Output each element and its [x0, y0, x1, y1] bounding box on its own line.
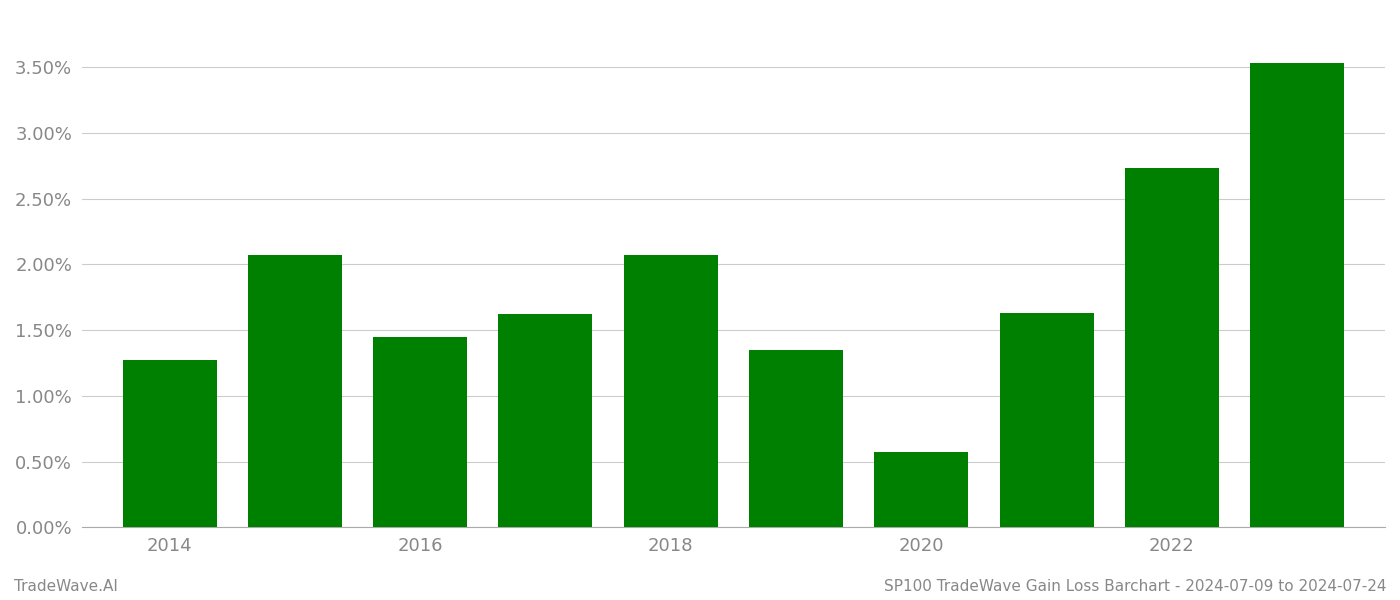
Bar [374, 337, 468, 527]
Text: TradeWave.AI: TradeWave.AI [14, 579, 118, 594]
Bar [1250, 63, 1344, 527]
Bar [1000, 313, 1093, 527]
Bar [498, 314, 592, 527]
Bar [1126, 168, 1219, 527]
Bar [248, 255, 342, 527]
Text: SP100 TradeWave Gain Loss Barchart - 2024-07-09 to 2024-07-24: SP100 TradeWave Gain Loss Barchart - 202… [883, 579, 1386, 594]
Bar [749, 350, 843, 527]
Bar [875, 452, 969, 527]
Bar [624, 255, 718, 527]
Bar [123, 360, 217, 527]
